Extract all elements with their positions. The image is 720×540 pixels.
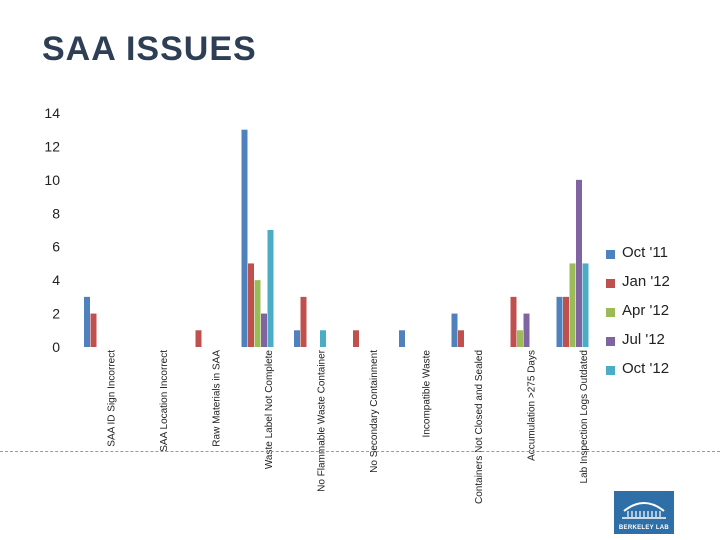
bar <box>254 280 261 347</box>
x-tick-label: Lab Inspection Logs Outdated <box>579 350 590 483</box>
legend-swatch <box>606 308 615 317</box>
bar <box>248 263 254 347</box>
x-tick-label: Containers Not Closed and Sealed <box>474 350 485 504</box>
bar <box>267 230 274 347</box>
bar <box>294 330 300 347</box>
legend-label: Apr '12 <box>622 302 670 319</box>
bar <box>241 129 248 347</box>
x-tick-label: Waste Label Not Complete <box>264 350 275 470</box>
legend-label: Oct '11 <box>622 244 668 261</box>
x-tick-label: Accumulation >275 Days <box>526 350 537 461</box>
y-tick-label: 4 <box>52 272 60 288</box>
bar <box>320 330 326 347</box>
bar <box>195 330 202 347</box>
bar <box>261 313 267 347</box>
bar <box>451 313 458 347</box>
slide-divider <box>0 451 720 452</box>
x-tick-label: Incompatible Waste <box>421 350 432 438</box>
berkeley-lab-logo: BERKELEY LAB <box>614 491 674 534</box>
bar <box>556 296 563 347</box>
legend-label: Jul '12 <box>622 331 665 348</box>
bar <box>90 313 97 347</box>
x-tick-label: SAA ID Sign Incorrect <box>106 350 117 447</box>
y-tick-label: 12 <box>44 138 60 154</box>
legend-swatch <box>606 279 615 288</box>
y-tick-label: 8 <box>52 205 60 221</box>
y-tick-label: 6 <box>52 239 60 255</box>
x-tick-label: SAA Location Incorrect <box>159 350 170 452</box>
legend-swatch <box>606 250 615 259</box>
x-tick-label: No Secondary Containment <box>369 350 380 473</box>
bar <box>399 330 405 347</box>
bar <box>523 313 530 347</box>
bar <box>300 296 307 347</box>
bar <box>576 179 582 347</box>
y-tick-label: 0 <box>52 339 60 355</box>
bar <box>353 330 359 347</box>
legend-label: Oct '12 <box>622 360 670 377</box>
bar <box>563 296 569 347</box>
lab-building-icon <box>622 502 666 519</box>
legend-label: Jan '12 <box>622 273 670 290</box>
y-tick-label: 10 <box>44 172 60 188</box>
bar <box>582 263 589 347</box>
legend-swatch <box>606 366 615 375</box>
x-tick-label: No Flammable Waste Container <box>316 349 327 492</box>
bar <box>458 330 464 347</box>
y-tick-label: 14 <box>44 105 60 121</box>
bar <box>517 330 523 347</box>
bar <box>510 296 517 347</box>
bar <box>84 296 90 347</box>
bar <box>569 263 576 347</box>
page-title: SAA ISSUES <box>42 30 257 68</box>
x-tick-label: Raw Materials in SAA <box>211 350 222 447</box>
logo-text: BERKELEY LAB <box>618 525 670 531</box>
y-tick-label: 2 <box>52 306 60 322</box>
legend-swatch <box>606 337 615 346</box>
